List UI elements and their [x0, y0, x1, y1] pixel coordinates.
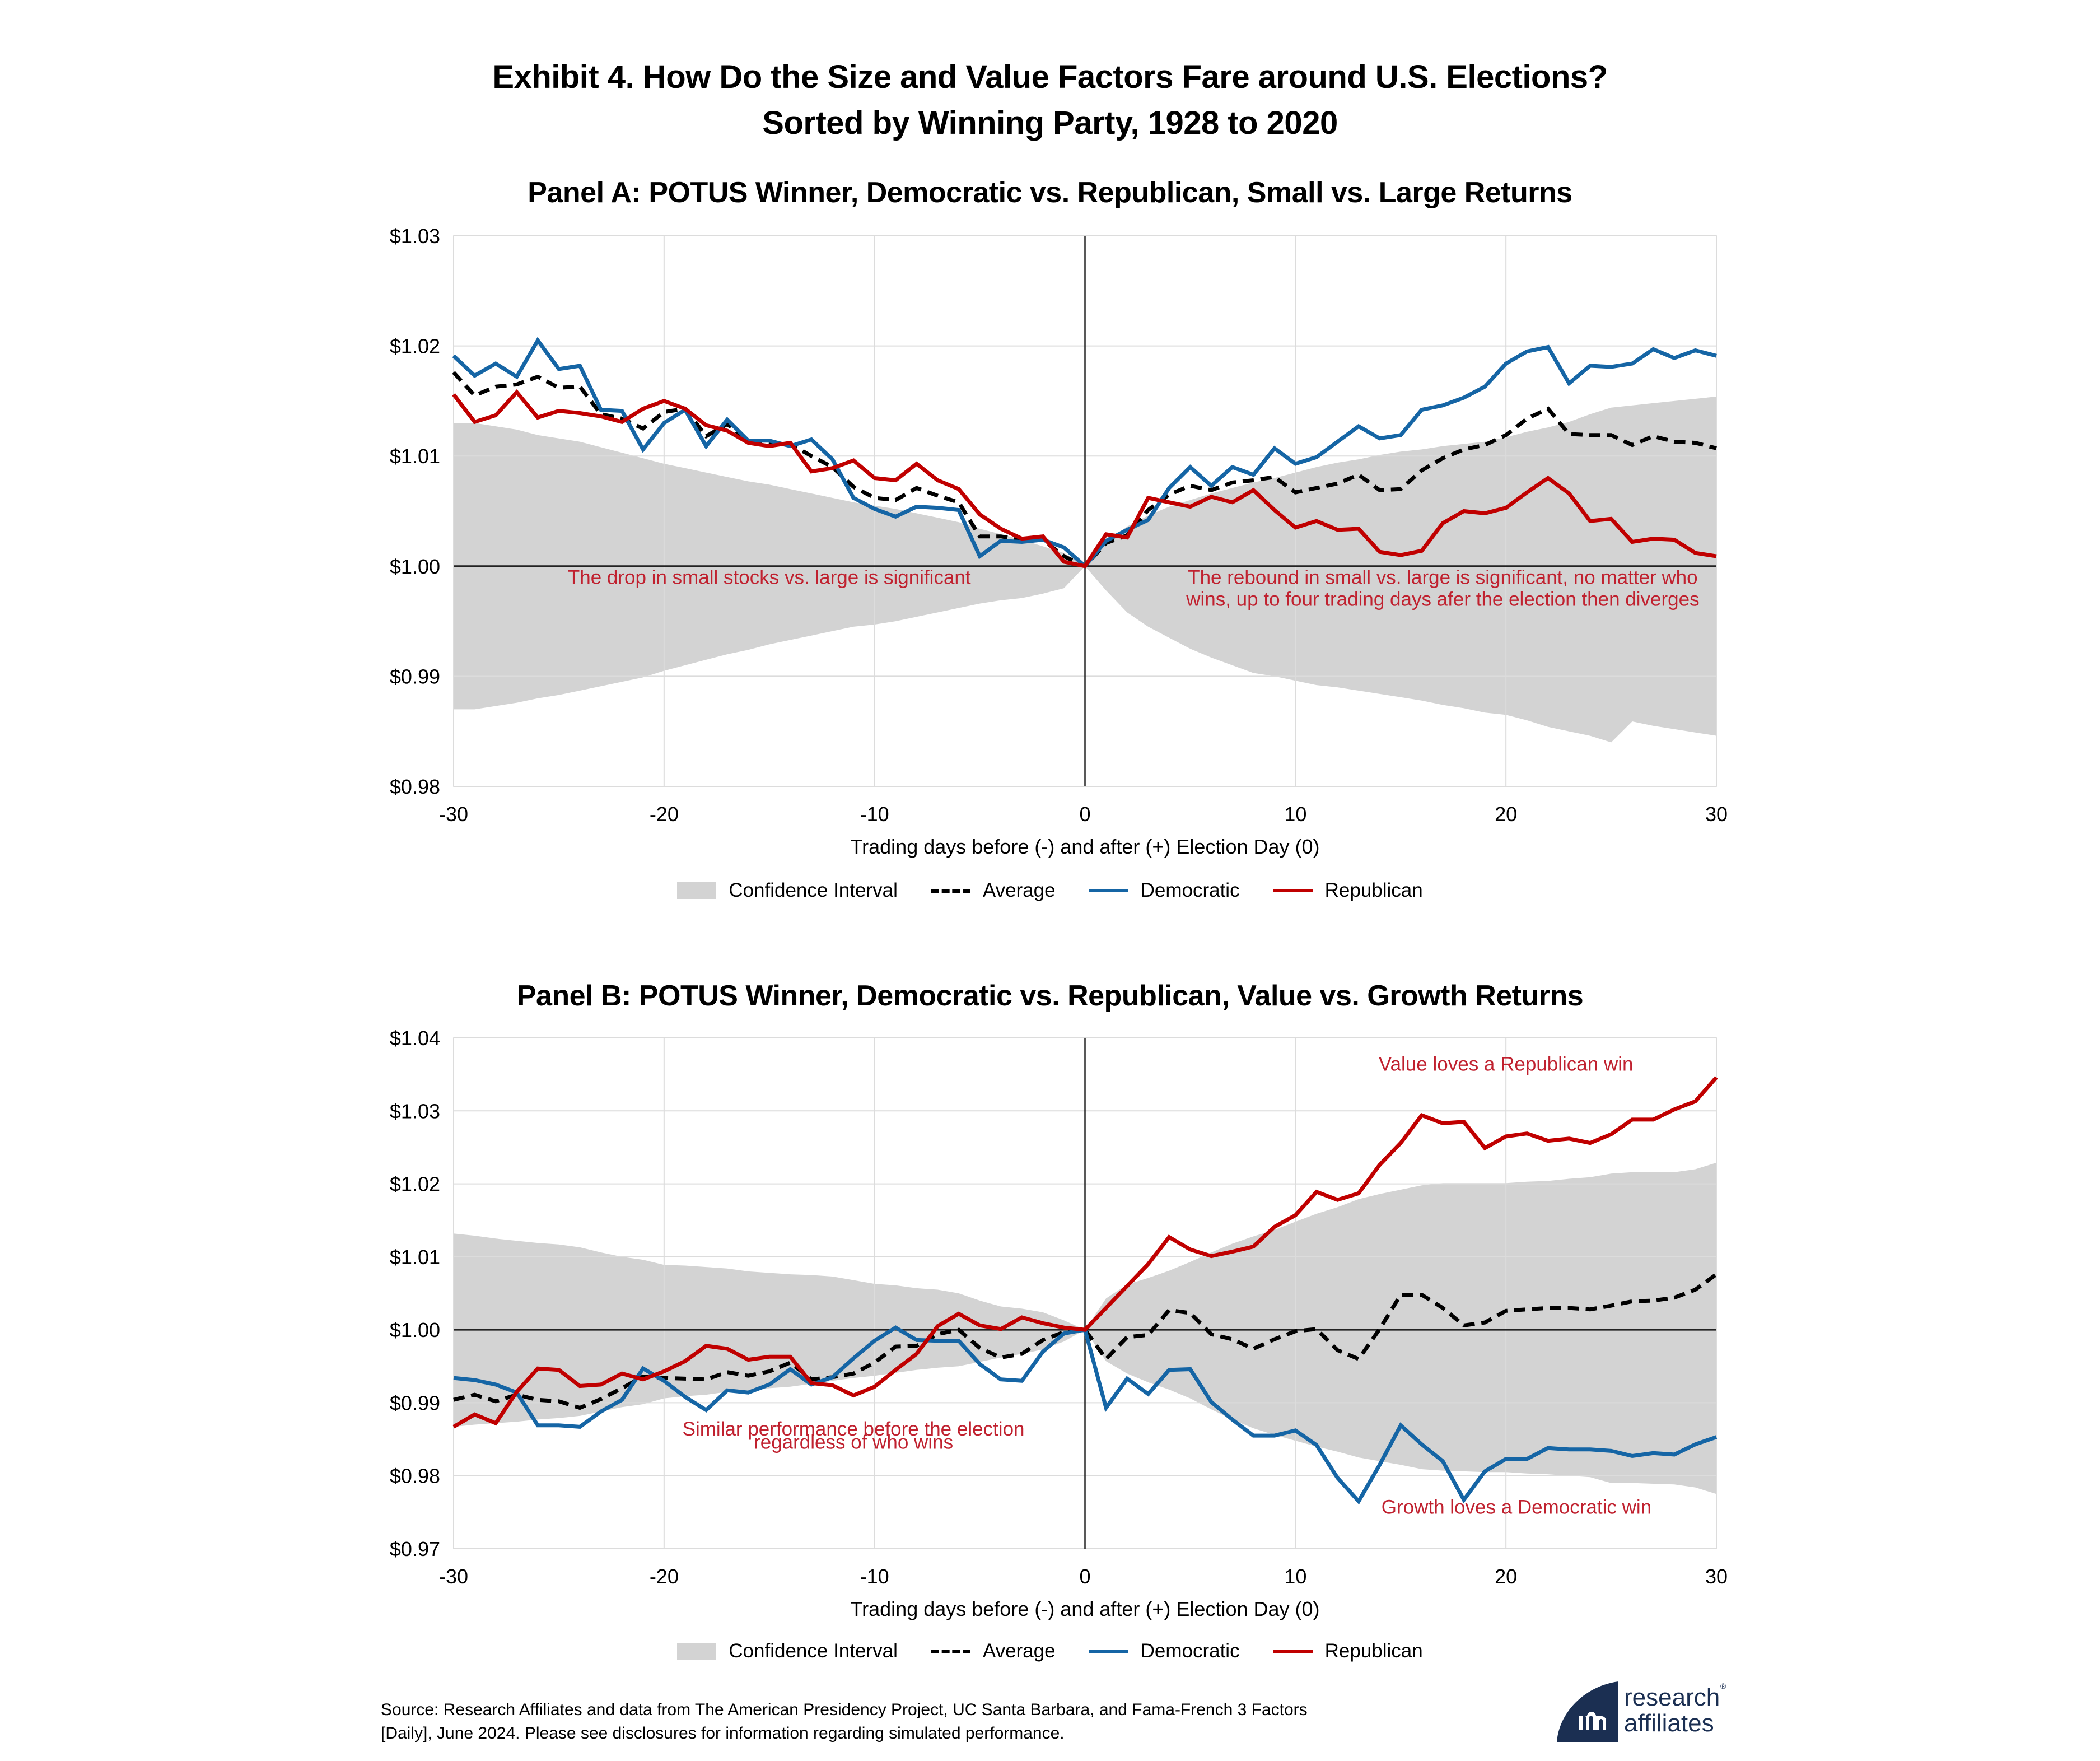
- panel-b-chart: $0.97 $0.98 $0.99 $1.00 $1.01 $1.02 $1.03 $1.04…: [390, 1027, 1728, 1620]
- legend-item-average: Average: [931, 879, 1056, 902]
- legend-item-average: Average: [931, 1640, 1056, 1662]
- legend-item-ci: Confidence Interval: [677, 879, 898, 902]
- x-tick-label: 30: [1705, 1565, 1728, 1588]
- legend-label-average: Average: [982, 879, 1056, 901]
- y-tick-label: $1.01: [390, 1246, 440, 1269]
- x-axis-title: Trading days before (-) and after (+) El…: [850, 835, 1319, 858]
- legend-item-democratic: Democratic: [1089, 879, 1240, 902]
- x-tick-label: 20: [1495, 803, 1517, 826]
- source-line-1: Source: Research Affiliates and data fro…: [381, 1701, 1308, 1719]
- series-republican-line: [452, 389, 1717, 569]
- legend-label-average: Average: [982, 1640, 1056, 1662]
- y-tick-label: $1.04: [390, 1027, 440, 1050]
- democratic-swatch: [1089, 1650, 1128, 1653]
- x-tick-label: 0: [1079, 1565, 1090, 1588]
- x-axis-title: Trading days before (-) and after (+) El…: [850, 1597, 1319, 1620]
- legend-label-democratic: Democratic: [1140, 879, 1240, 901]
- logo-mark-icon: [1557, 1681, 1618, 1742]
- x-tick-label: 10: [1284, 1565, 1306, 1588]
- y-tick-label: $1.03: [390, 1100, 440, 1122]
- republican-swatch: [1273, 1650, 1313, 1653]
- source-note: Source: Research Affiliates and data fro…: [381, 1698, 1501, 1745]
- x-tick-label: -20: [650, 1565, 679, 1588]
- x-tick-label: -20: [650, 803, 679, 826]
- y-tick-label: $0.98: [390, 775, 440, 798]
- panel-a-legend: Confidence Interval Average Democratic R…: [0, 879, 2100, 902]
- panel-b-title: Panel B: POTUS Winner, Democratic vs. Re…: [516, 980, 1584, 1012]
- annotation-text: The drop in small stocks vs. large is si…: [568, 566, 971, 588]
- annotation-text: Growth loves a Democratic win: [1382, 1496, 1651, 1518]
- confidence-interval-band: [454, 1162, 1716, 1494]
- logo-wordmark: research affiliates: [1624, 1685, 1720, 1736]
- annotation-text: Similar performance before the election: [683, 1418, 1025, 1440]
- legend-item-republican: Republican: [1273, 879, 1423, 902]
- x-tick-label: -30: [439, 803, 468, 826]
- series-republican-line: [452, 1076, 1718, 1429]
- logo-line-2: affiliates: [1624, 1709, 1714, 1737]
- legend-label-ci: Confidence Interval: [729, 1640, 898, 1662]
- exhibit-title-line2: Sorted by Winning Party, 1928 to 2020: [762, 105, 1338, 141]
- y-tick-label: $0.98: [390, 1465, 440, 1488]
- logo-line-1: research: [1624, 1684, 1720, 1711]
- legend-label-ci: Confidence Interval: [729, 879, 898, 901]
- y-tick-label: $1.02: [390, 335, 440, 358]
- x-tick-label: 0: [1079, 803, 1090, 826]
- exhibit-title-line1: Exhibit 4. How Do the Size and Value Fac…: [492, 59, 1608, 95]
- y-tick-label: $1.01: [390, 445, 440, 468]
- legend-item-ci: Confidence Interval: [677, 1640, 898, 1662]
- x-tick-label: -30: [439, 1565, 468, 1588]
- republican-swatch: [1273, 889, 1313, 892]
- x-tick-label: 10: [1284, 803, 1306, 826]
- y-tick-label: $0.97: [390, 1538, 440, 1560]
- x-tick-label: 30: [1705, 803, 1728, 826]
- annotation-text: Value loves a Republican win: [1379, 1054, 1634, 1075]
- ci-swatch: [677, 1643, 717, 1660]
- y-tick-label: $1.00: [390, 555, 440, 578]
- series-average-line: [453, 1273, 1718, 1410]
- y-tick-label: $0.99: [390, 665, 440, 688]
- y-tick-label: $1.03: [390, 225, 440, 248]
- y-tick-label: $1.02: [390, 1173, 440, 1196]
- legend-item-republican: Republican: [1273, 1640, 1423, 1662]
- average-swatch: [931, 888, 970, 893]
- democratic-swatch: [1089, 889, 1128, 892]
- registered-mark: ®: [1720, 1681, 1726, 1690]
- legend-label-republican: Republican: [1324, 879, 1423, 901]
- y-tick-label: $0.99: [390, 1391, 440, 1414]
- legend-label-democratic: Democratic: [1140, 1640, 1240, 1662]
- annotation-text: regardless of who wins: [754, 1432, 953, 1453]
- legend-item-democratic: Democratic: [1089, 1640, 1240, 1662]
- legend-label-republican: Republican: [1324, 1640, 1423, 1662]
- source-line-2: [Daily], June 2024. Please see disclosur…: [381, 1724, 1065, 1743]
- average-swatch: [931, 1649, 970, 1653]
- confidence-interval-band: [454, 397, 1716, 743]
- annotation-text: The rebound in small vs. large is signif…: [1188, 566, 1697, 588]
- y-tick-label: $1.00: [390, 1319, 440, 1341]
- panel-a-chart: $0.98 $0.99 $1.00 $1.01 $1.02 $1.03 -30 -20 -10 0…: [390, 225, 1728, 858]
- panel-a-title: Panel A: POTUS Winner, Democratic vs. Re…: [528, 176, 1572, 209]
- annotation-text: wins, up to four trading days afer the e…: [1186, 589, 1699, 611]
- x-tick-label: 20: [1495, 1565, 1517, 1588]
- ci-swatch: [677, 882, 717, 899]
- x-tick-label: -10: [860, 1565, 889, 1588]
- x-tick-label: -10: [860, 803, 889, 826]
- research-affiliates-logo: research affiliates ®: [1557, 1681, 1742, 1743]
- panel-b-legend: Confidence Interval Average Democratic R…: [0, 1640, 2100, 1662]
